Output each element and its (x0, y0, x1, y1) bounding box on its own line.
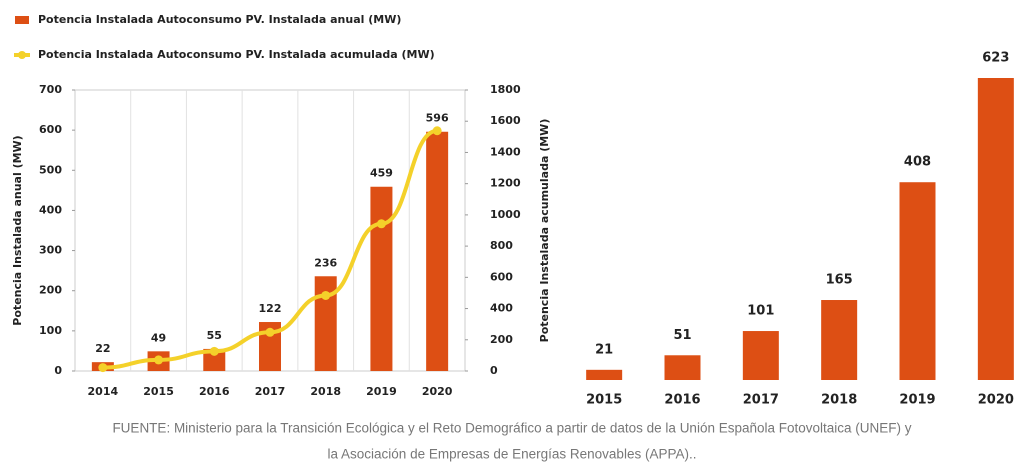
value-label: 49 (151, 331, 166, 344)
y2-tick-label: 200 (490, 333, 513, 346)
legend-label: Potencia Instalada Autoconsumo PV. Insta… (38, 48, 435, 61)
y-tick-label: 600 (39, 123, 62, 136)
line (102, 128, 438, 370)
value-label: 51 (673, 328, 691, 343)
source-line: FUENTE: Ministerio para la Transición Ec… (112, 421, 911, 436)
x-tick-label: 2015 (586, 393, 622, 408)
line-point (321, 290, 331, 300)
value-label: 21 (595, 342, 613, 357)
y2-tick-label: 1000 (490, 208, 521, 221)
value-label: 408 (904, 155, 931, 170)
x-tick-label: 2018 (821, 393, 857, 408)
y2-tick-label: 0 (490, 364, 498, 377)
x-tick-label: 2019 (899, 393, 935, 408)
y-tick-label: 300 (39, 244, 62, 257)
value-label: 623 (982, 51, 1009, 66)
y-tick-label: 500 (39, 163, 62, 176)
line-point (376, 219, 386, 229)
y-tick-label: 700 (39, 83, 62, 96)
bar (203, 348, 226, 371)
bar (821, 300, 858, 380)
source-line: la Asociación de Empresas de Energías Re… (328, 447, 697, 462)
y2-tick-label: 800 (490, 239, 513, 252)
value-label: 459 (370, 167, 393, 180)
line-point (154, 355, 164, 365)
x-tick-label: 2016 (199, 385, 230, 398)
bar (586, 369, 623, 380)
value-label: 165 (826, 273, 853, 288)
value-label: 122 (259, 302, 282, 315)
line-point (98, 363, 108, 373)
value-label: 596 (426, 112, 449, 125)
x-tick-label: 2020 (422, 385, 453, 398)
y-tick-label: 100 (39, 324, 62, 337)
line-point (209, 346, 219, 356)
value-label: 55 (207, 329, 222, 342)
y2-tick-label: 600 (490, 270, 513, 283)
legend-swatch (15, 16, 29, 24)
value-label: 236 (314, 256, 337, 269)
x-tick-label: 2018 (310, 385, 341, 398)
bar (314, 276, 337, 371)
y2-tick-label: 1400 (490, 145, 521, 158)
bar (899, 182, 936, 380)
x-tick-label: 2014 (88, 385, 119, 398)
x-tick-label: 2017 (743, 393, 779, 408)
x-tick-label: 2017 (255, 385, 286, 398)
y2-tick-label: 400 (490, 302, 513, 315)
x-tick-label: 2019 (366, 385, 397, 398)
bar (426, 131, 449, 371)
y-tick-label: 0 (54, 364, 62, 377)
x-tick-label: 2016 (664, 393, 700, 408)
bar (370, 186, 393, 371)
bar (664, 355, 701, 380)
legend-label: Potencia Instalada Autoconsumo PV. Insta… (38, 13, 401, 26)
line-point (432, 126, 442, 136)
y2-tick-label: 1600 (490, 114, 521, 127)
y-tick-label: 200 (39, 284, 62, 297)
y2-tick-label: 1200 (490, 177, 521, 190)
y2-axis-title: Potencia Instalada acumulada (MW) (538, 119, 551, 343)
bar (977, 78, 1014, 380)
value-label: 22 (95, 342, 110, 355)
y2-tick-label: 1800 (490, 83, 521, 96)
value-label: 101 (747, 304, 774, 319)
y-axis-title: Potencia Instalada anual (MW) (11, 135, 24, 325)
line-point (265, 327, 275, 337)
legend-marker (18, 51, 26, 59)
bar (742, 331, 779, 380)
y-tick-label: 400 (39, 203, 62, 216)
x-tick-label: 2020 (978, 393, 1014, 408)
x-tick-label: 2015 (143, 385, 174, 398)
